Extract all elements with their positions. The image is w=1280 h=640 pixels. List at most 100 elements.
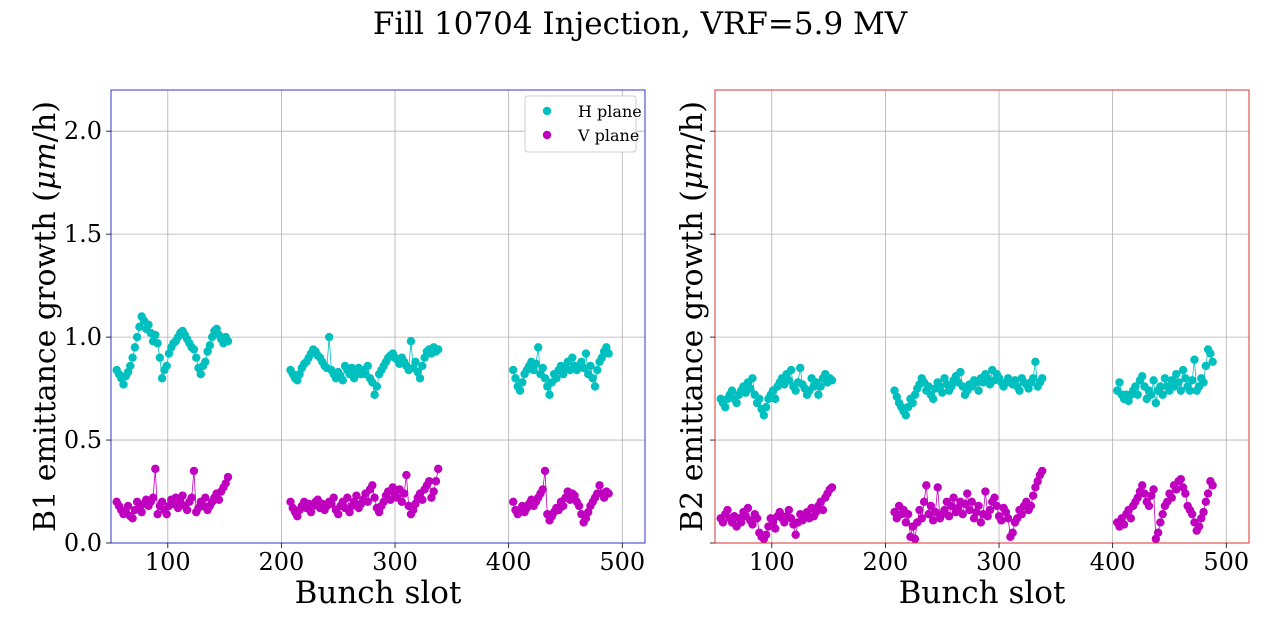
- v-plane-point: [1008, 528, 1017, 537]
- x-tick-label: 100: [145, 548, 191, 576]
- v-plane-point: [137, 507, 146, 517]
- v-plane-point: [153, 509, 162, 519]
- h-plane-point: [372, 382, 382, 391]
- v-plane-point: [1176, 474, 1186, 484]
- v-plane-point: [718, 518, 728, 527]
- v-plane-point: [997, 516, 1006, 525]
- v-plane-point: [933, 483, 942, 492]
- y-tick-label: 0.0: [64, 529, 102, 557]
- h-plane-point: [593, 365, 602, 375]
- v-plane-point: [123, 501, 133, 511]
- v-plane-point: [1140, 489, 1149, 498]
- h-plane-point: [545, 390, 554, 399]
- v-plane-point: [761, 530, 771, 539]
- v-plane-point: [538, 485, 547, 494]
- h-plane-point: [761, 402, 771, 412]
- x-tick-label: 300: [976, 548, 1022, 576]
- v-plane-point: [967, 497, 976, 507]
- v-plane-point: [574, 501, 584, 511]
- h-plane-point: [126, 361, 135, 371]
- y-axis-label: B2 emittance growth (μm/h): [675, 101, 710, 532]
- h-plane-point: [816, 382, 825, 391]
- h-plane-point: [1176, 386, 1186, 395]
- h-plane-point: [157, 374, 167, 383]
- x-tick-label: 400: [1090, 548, 1136, 576]
- h-plane-point: [1185, 386, 1195, 395]
- v-plane-point: [1208, 481, 1217, 490]
- v-plane-point: [151, 464, 160, 474]
- h-plane-point: [759, 411, 769, 420]
- v-plane-point: [429, 487, 438, 496]
- v-plane-point: [386, 495, 395, 504]
- h-plane-point: [1174, 378, 1183, 387]
- v-plane-point: [949, 493, 958, 502]
- v-plane-point: [919, 497, 929, 507]
- v-plane-point: [1028, 491, 1038, 500]
- v-plane-point: [397, 497, 407, 507]
- v-plane-point: [791, 530, 800, 539]
- v-plane-point: [1138, 481, 1147, 490]
- h-plane-point: [153, 339, 162, 348]
- h-plane-point: [338, 376, 347, 385]
- v-plane-point: [214, 495, 224, 504]
- v-plane-point: [818, 505, 828, 515]
- h-plane-point: [732, 398, 741, 408]
- v-plane-point: [958, 509, 967, 519]
- v-plane-point: [924, 509, 933, 519]
- v-plane-point: [736, 518, 746, 527]
- v-plane-point: [917, 514, 926, 523]
- v-plane-point: [363, 497, 372, 507]
- h-plane-point: [552, 374, 561, 383]
- v-plane-point: [1017, 509, 1026, 519]
- h-plane-point: [1156, 382, 1165, 391]
- v-plane-point: [903, 509, 913, 519]
- v-plane-point: [1144, 501, 1154, 511]
- h-plane-point: [755, 394, 764, 404]
- v-plane-point: [944, 512, 954, 521]
- x-tick-label: 100: [749, 548, 795, 576]
- h-plane-point: [151, 330, 160, 340]
- v-plane-point: [187, 493, 196, 502]
- h-plane-point: [411, 357, 420, 366]
- h-plane-point: [908, 398, 917, 408]
- h-plane-point: [604, 349, 613, 358]
- h-plane-point: [515, 386, 525, 395]
- v-plane-point: [974, 501, 983, 511]
- v-plane-point: [1026, 501, 1036, 511]
- h-plane-point: [1147, 390, 1156, 399]
- h-plane-point: [363, 361, 372, 371]
- figure-title: Fill 10704 Injection, VRF=5.9 MV: [372, 6, 908, 42]
- v-plane-point: [771, 524, 780, 533]
- b2-panel: 100 200 300 400 500 Bunch slot B2 emittance gr…: [675, 89, 1250, 611]
- h-plane-point: [588, 374, 597, 383]
- v-plane-point: [915, 505, 924, 515]
- h-plane-point: [205, 341, 215, 350]
- h-plane-point: [324, 332, 334, 342]
- v-plane-point: [418, 495, 427, 504]
- h-plane-point: [155, 353, 165, 362]
- v-plane-point: [1167, 493, 1176, 502]
- h-plane-point: [130, 343, 140, 352]
- v-plane-point: [343, 493, 352, 502]
- v-plane-point: [922, 481, 931, 490]
- h-plane-point: [746, 384, 755, 393]
- v-plane-point: [1003, 514, 1013, 523]
- v-plane-point: [604, 489, 613, 498]
- h-plane-point: [1015, 386, 1024, 395]
- v-plane-point: [128, 514, 137, 523]
- y-tick-label: 0.5: [64, 426, 102, 454]
- h-plane-point: [1115, 378, 1124, 387]
- v-plane-point: [784, 505, 794, 515]
- h-plane-point: [1172, 369, 1181, 379]
- v-plane-point: [985, 505, 995, 515]
- h-plane-point: [135, 322, 144, 331]
- v-plane-point: [901, 518, 911, 527]
- h-plane-point: [132, 332, 142, 342]
- v-plane-point: [928, 516, 938, 525]
- h-plane-point: [1028, 374, 1038, 383]
- v-plane-point: [223, 472, 233, 482]
- h-plane-point: [1208, 357, 1217, 366]
- legend-label: H plane: [578, 102, 642, 121]
- h-plane-point: [192, 353, 201, 362]
